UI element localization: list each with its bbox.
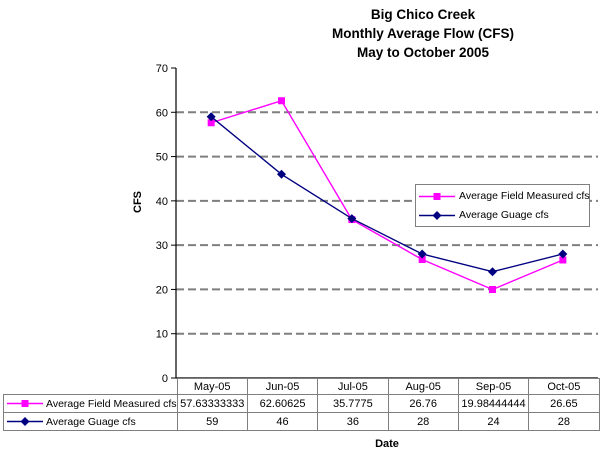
y-axis-title: CFS <box>132 191 144 213</box>
table-value-cell: 57.63333333 <box>176 394 248 413</box>
legend-entry-1: Average Field Measured cfs <box>419 187 590 206</box>
data-table: May-05 Jun-05 Jul-05 Aug-05 Sep-05 Oct-05 Aver… <box>3 378 600 431</box>
y-tick-label: 40 <box>156 196 168 208</box>
legend-entry-2: Average Guage cfs <box>419 206 589 225</box>
table-value-cell: 26.65 <box>528 394 600 413</box>
chart-title-line-1: Big Chico Creek <box>370 7 476 22</box>
table-value-cell: 46 <box>246 412 319 431</box>
table-value-cell: 28 <box>528 412 600 431</box>
table-header-cell: Jun-05 <box>246 378 319 395</box>
diamond-marker-icon <box>7 417 43 427</box>
square-marker-icon <box>419 192 455 200</box>
y-tick-label: 20 <box>156 284 168 296</box>
y-tick-label: 70 <box>156 63 168 75</box>
table-value-cell: 59 <box>176 412 248 431</box>
table-header-cell: Aug-05 <box>387 378 459 395</box>
chart-title-line-2: Monthly Average Flow (CFS) <box>331 26 514 41</box>
chart-title: Big Chico Creek Monthly Average Flow (CF… <box>236 5 610 62</box>
table-header-cell: Sep-05 <box>457 378 530 395</box>
table-row: Average Field Measured cfs 57.63333333 62.… <box>3 394 600 413</box>
table-row: Average Guage cfs 59 46 36 28 24 28 <box>3 412 600 431</box>
diamond-marker-icon <box>419 210 455 220</box>
y-tick-label: 50 <box>156 152 168 164</box>
table-value-cell: 28 <box>387 412 459 431</box>
data-point-marker-square <box>418 255 426 263</box>
legend-label: Average Guage cfs <box>459 209 549 221</box>
table-header-cell: Oct-05 <box>528 378 600 395</box>
table-value-cell: 35.7775 <box>317 394 389 413</box>
table-corner-blank <box>4 379 178 395</box>
series-label-cell: Average Guage cfs <box>3 412 178 431</box>
x-axis-title: Date <box>375 438 399 450</box>
table-header-cell: Jul-05 <box>317 378 389 395</box>
table-header-row: May-05 Jun-05 Jul-05 Aug-05 Sep-05 Oct-05 <box>4 378 600 395</box>
data-point-marker-diamond <box>277 169 286 179</box>
data-point-marker-diamond <box>206 112 216 122</box>
table-value-cell: 36 <box>317 412 389 431</box>
legend-label: Average Field Measured cfs <box>459 190 590 202</box>
y-tick-label: 30 <box>156 240 168 252</box>
data-point-marker-square <box>559 256 567 264</box>
legend: Average Field Measured cfs Average Guage … <box>415 184 590 227</box>
table-value-cell: 19.98444444 <box>457 394 530 413</box>
series-label: Average Field Measured cfs <box>46 397 177 410</box>
y-tick-label: 60 <box>156 107 168 119</box>
data-point-marker-diamond <box>488 267 497 277</box>
y-tick-label: 0 <box>162 373 168 385</box>
table-value-cell: 26.76 <box>387 394 459 413</box>
chart-data-table: May-05 Jun-05 Jul-05 Aug-05 Sep-05 Oct-05 Aver… <box>3 378 600 431</box>
table-header-cell: May-05 <box>176 378 248 395</box>
series-label: Average Guage cfs <box>46 415 136 428</box>
data-point-marker-diamond <box>558 249 568 259</box>
data-point-marker-square <box>207 119 215 127</box>
y-tick-label: 10 <box>156 329 168 341</box>
series-line-1 <box>210 99 564 291</box>
data-point-marker-square <box>489 285 496 293</box>
data-point-marker-square <box>278 97 285 105</box>
table-value-cell: 24 <box>457 412 530 431</box>
series-line-2 <box>210 116 564 273</box>
chart-title-line-3: May to October 2005 <box>356 45 490 60</box>
square-marker-icon <box>7 400 43 408</box>
table-value-cell: 62.60625 <box>246 394 319 413</box>
data-point-marker-diamond <box>417 249 427 259</box>
data-point-marker-diamond <box>347 214 357 224</box>
series-label-cell: Average Field Measured cfs <box>3 394 178 413</box>
